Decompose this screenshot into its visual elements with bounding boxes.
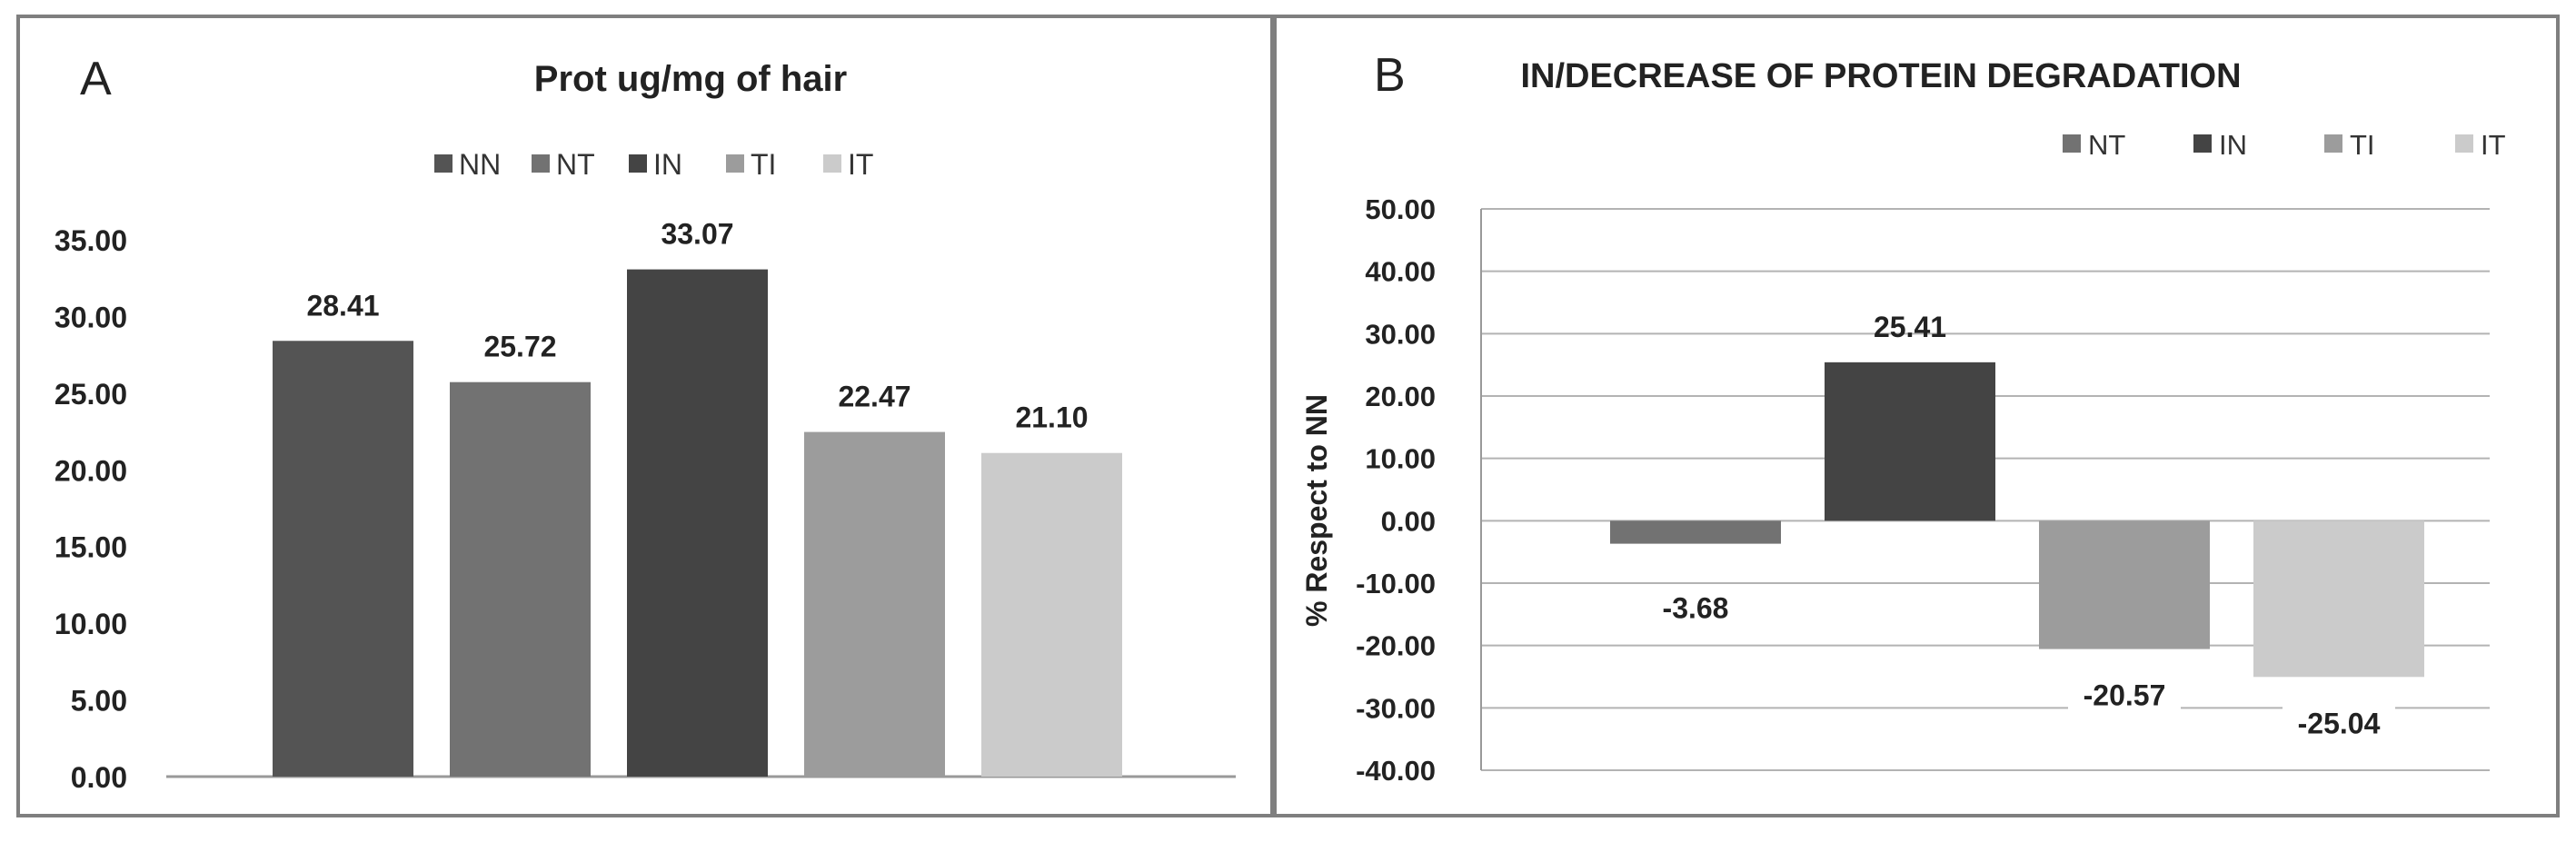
panel-a-bar-nn — [273, 341, 413, 777]
panel-b-bar-ti — [2039, 520, 2210, 649]
panel-b-title: IN/DECREASE OF PROTEIN DEGRADATION — [1520, 57, 2241, 95]
panel-b-y-tick-label: 0.00 — [1381, 505, 1436, 537]
panel-a-bar-nt — [450, 381, 591, 777]
panel-b-legend-label-ti: TI — [2350, 129, 2375, 161]
panel-b-data-label-in: 25.41 — [1874, 311, 1946, 343]
panel-a-data-label-nn: 28.41 — [306, 289, 379, 322]
panel-a-y-tick-label: 15.00 — [55, 531, 127, 564]
panel-a-legend-label-nt: NT — [556, 148, 595, 181]
panel-a-legend-swatch-nn — [434, 154, 453, 173]
panel-b-y-axis: -40.00 -30.00 -20.00 -10.00 0.00 10.00 20.00 30… — [1356, 193, 1482, 787]
panel-a-legend-label-in: IN — [653, 148, 682, 181]
panel-b-y-tick-label: 50.00 — [1365, 193, 1436, 225]
panel-a-legend-swatch-ti — [726, 154, 744, 173]
panel-b-legend-swatch-it — [2455, 134, 2473, 153]
panel-a-data-label-ti: 22.47 — [838, 381, 910, 413]
panel-a-y-tick-label: 25.00 — [55, 378, 127, 411]
panel-b-legend-label-nt: NT — [2088, 129, 2125, 161]
panel-b-y-tick-label: -40.00 — [1356, 755, 1436, 787]
panel-b-label: B — [1374, 49, 1406, 102]
panel-a-legend-swatch-it — [823, 154, 841, 173]
panel-a-legend-swatch-in — [629, 154, 647, 173]
panel-b-data-label-bg — [2068, 676, 2181, 715]
panel-a-y-tick-label: 20.00 — [55, 454, 127, 487]
panel-a-data-label-in: 33.07 — [661, 218, 733, 251]
panel-a-legend-label-ti: TI — [751, 148, 776, 181]
panel-a-y-tick-label: 10.00 — [55, 608, 127, 640]
panel-b-data-label-bg — [2283, 704, 2395, 743]
panel-a-y-tick-label: 0.00 — [71, 761, 127, 794]
panel-a-data-labels: 28.41 25.72 33.07 22.47 21.10 — [306, 218, 1088, 434]
panel-b-y-axis-title: % Respect to NN — [1300, 394, 1333, 627]
panel-b-legend-swatch-in — [2193, 134, 2212, 153]
panel-a-title: Prot ug/mg of hair — [534, 59, 847, 99]
panel-b-y-tick-label: -10.00 — [1356, 568, 1436, 599]
panel-b-y-tick-label: 10.00 — [1365, 443, 1436, 475]
panel-b-data-label-it: -25.04 — [2298, 707, 2381, 739]
panel-b-bars — [1610, 362, 2424, 678]
panel-b-bar-nt — [1610, 520, 1781, 544]
panel-a-data-label-nt: 25.72 — [483, 331, 556, 363]
panel-a-legend-swatch-nt — [532, 154, 550, 173]
panel-b-bar-it — [2253, 520, 2424, 678]
panel-a-legend: NN NT IN TI IT — [434, 148, 873, 181]
panel-a-y-tick-label: 35.00 — [55, 224, 127, 257]
panel-a-label: A — [80, 53, 112, 105]
panel-b-y-tick-label: 30.00 — [1365, 318, 1436, 350]
panel-b-data-label-bg — [1639, 589, 1752, 628]
panel-b-y-tick-label: 20.00 — [1365, 381, 1436, 412]
panel-a-y-tick-label: 30.00 — [55, 301, 127, 333]
panel-a-legend-label-it: IT — [848, 148, 873, 181]
panel-b: B IN/DECREASE OF PROTEIN DEGRADATION NT I… — [1273, 15, 2560, 817]
panel-a-y-axis: 0.00 5.00 10.00 15.00 20.00 25.00 30.00 35.00 — [55, 224, 127, 794]
panel-a-bar-in — [627, 269, 768, 777]
panel-a-bar-ti — [804, 431, 945, 777]
panel-a-legend-label-nn: NN — [459, 148, 501, 181]
panel-b-bar-in — [1825, 362, 1995, 521]
panel-b-legend: NT IN TI IT — [2063, 129, 2506, 161]
panel-b-legend-swatch-ti — [2324, 134, 2342, 153]
panel-a-y-tick-label: 5.00 — [71, 685, 127, 718]
panel-b-legend-label-in: IN — [2219, 129, 2247, 161]
panel-b-y-tick-label: 40.00 — [1365, 256, 1436, 288]
panel-b-data-label-nt: -3.68 — [1663, 592, 1729, 625]
panel-b-legend-label-it: IT — [2481, 129, 2506, 161]
panel-b-legend-swatch-nt — [2063, 134, 2081, 153]
panel-b-data-label-ti: -20.57 — [2084, 679, 2166, 712]
panel-b-y-tick-label: -20.00 — [1356, 630, 1436, 662]
panel-a: A Prot ug/mg of hair NN NT IN TI IT 0.00 5.00… — [16, 15, 1274, 817]
panel-a-data-label-it: 21.10 — [1015, 401, 1088, 434]
panel-a-bars — [273, 269, 1122, 777]
panel-a-bar-it — [981, 452, 1122, 777]
panel-b-y-tick-label: -30.00 — [1356, 692, 1436, 724]
panel-b-data-labels: -3.68 25.41 -20.57 -25.04 — [1639, 311, 2395, 743]
